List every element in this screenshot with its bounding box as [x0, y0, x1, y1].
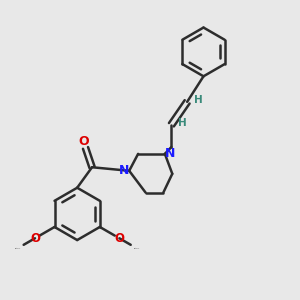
- Text: O: O: [79, 135, 89, 148]
- Text: N: N: [165, 147, 175, 161]
- Text: O: O: [114, 232, 124, 245]
- Text: O: O: [30, 232, 40, 245]
- Text: H: H: [194, 95, 203, 105]
- Text: H: H: [178, 118, 187, 128]
- Text: methoxy: methoxy: [15, 248, 21, 249]
- Text: N: N: [119, 164, 129, 177]
- Text: methoxy: methoxy: [134, 248, 140, 249]
